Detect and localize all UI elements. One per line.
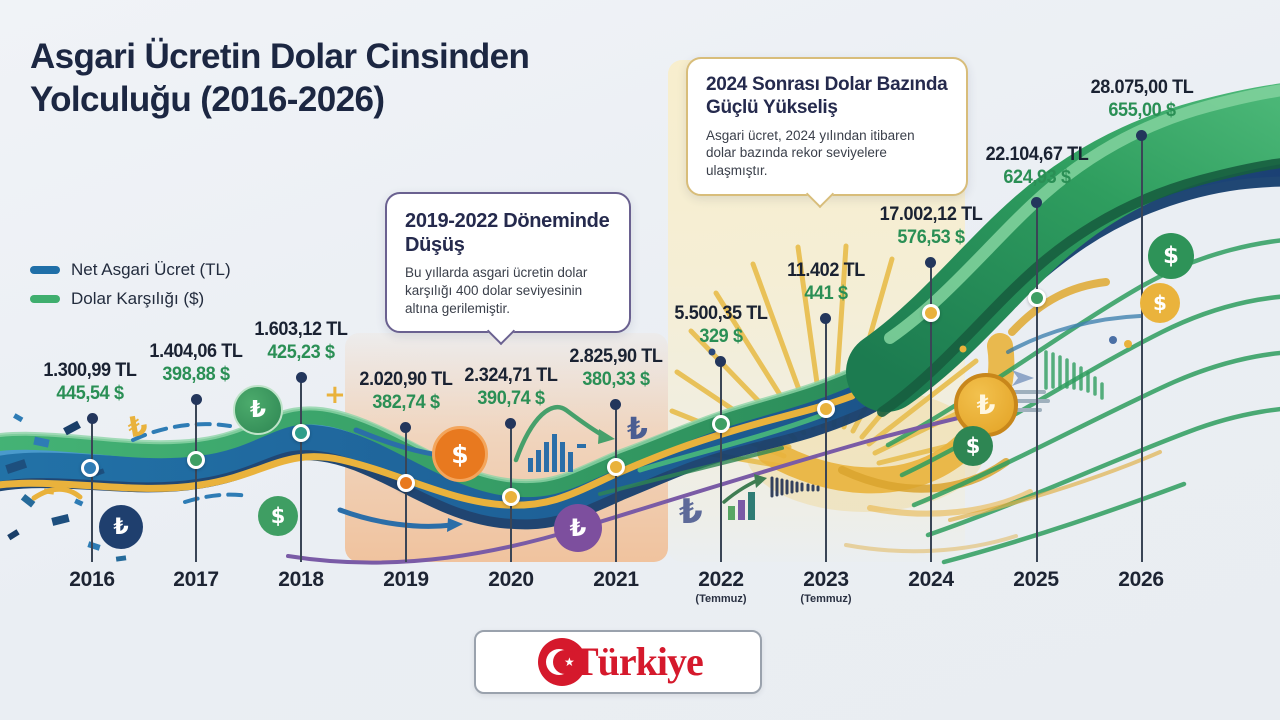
value-label-2020: 2.324,71 TL 390,74 $ bbox=[464, 365, 558, 409]
marker-line-2016 bbox=[91, 418, 93, 562]
value-label-2025: 22.104,67 TL 624,93 $ bbox=[985, 144, 1089, 188]
ribbon-dot bbox=[187, 451, 205, 469]
logo-text: Türkiye bbox=[572, 639, 704, 684]
value-label-2016: 1.300,99 TL 445,54 $ bbox=[43, 360, 137, 404]
callout-rise: 2024 Sonrası Dolar Bazında Güçlü Yükseli… bbox=[686, 57, 968, 197]
value-label-2023: 11.402 TL 441 $ bbox=[787, 260, 865, 304]
axis-year-2019: 2019 bbox=[383, 568, 429, 591]
marker-dot bbox=[925, 257, 936, 268]
axis-year-2023: 2023 (Temmuz) bbox=[800, 568, 852, 605]
marker-dot bbox=[191, 394, 202, 405]
value-label-2022: 5.500,35 TL 329 $ bbox=[674, 303, 768, 347]
dollar-coin-orange-icon: $ bbox=[432, 426, 488, 482]
page-title: Asgari Ücretin Dolar Cinsinden Yolculuğu… bbox=[30, 37, 530, 119]
lira-glyph-slate-icon: ₺ bbox=[627, 412, 648, 447]
marker-dot bbox=[820, 313, 831, 324]
marker-line-2018 bbox=[300, 377, 302, 562]
axis-year-2020: 2020 bbox=[488, 568, 534, 591]
ribbon-dot bbox=[1028, 289, 1046, 307]
marker-line-2022 bbox=[720, 361, 722, 562]
ribbon-dot bbox=[292, 424, 310, 442]
marker-line-2017 bbox=[195, 399, 197, 562]
mini-bar-chart-2022 bbox=[722, 474, 767, 520]
logo-crescent-star-icon: ★ bbox=[538, 638, 586, 686]
value-label-2026: 28.075,00 TL 655,00 $ bbox=[1090, 77, 1194, 121]
value-label-2017: 1.404,06 TL 398,88 $ bbox=[149, 341, 243, 385]
axis-year-2017: 2017 bbox=[173, 568, 219, 591]
axis-year-2026: 2026 bbox=[1118, 568, 1164, 591]
green-dash-fan bbox=[1044, 350, 1104, 400]
dashed-arcs bbox=[131, 422, 250, 504]
purple-curve bbox=[286, 403, 1018, 565]
axis-year-2022: 2022 (Temmuz) bbox=[695, 568, 747, 605]
navy-dash-fan bbox=[770, 476, 820, 498]
ribbon-dot bbox=[397, 474, 415, 492]
axis-year-2021: 2021 bbox=[593, 568, 639, 591]
chevron-arrow-icon bbox=[1012, 370, 1034, 386]
marker-line-2021 bbox=[615, 404, 617, 562]
marker-line-2023 bbox=[825, 318, 827, 562]
ribbon-dot bbox=[712, 415, 730, 433]
value-label-2018: 1.603,12 TL 425,23 $ bbox=[254, 319, 348, 363]
legend-swatch-blue bbox=[30, 266, 60, 274]
axis-year-2018: 2018 bbox=[278, 568, 324, 591]
lira-coin-purple-icon: ₺ bbox=[554, 504, 602, 552]
legend-swatch-green bbox=[30, 295, 60, 303]
value-label-2019: 2.020,90 TL 382,74 $ bbox=[359, 369, 453, 413]
lira-coin-navy-icon: ₺ bbox=[99, 505, 143, 549]
mini-bar-chart-2020 bbox=[528, 434, 586, 472]
plus-glyph-gold-icon: + bbox=[324, 380, 346, 410]
legend: Net Asgari Ücret (TL) Dolar Karşılığı ($… bbox=[30, 260, 231, 318]
marker-dot bbox=[1136, 130, 1147, 141]
marker-dot bbox=[87, 413, 98, 424]
accent-dots bbox=[708, 336, 1132, 356]
value-label-2021: 2.825,90 TL 380,33 $ bbox=[569, 346, 663, 390]
marker-line-2026 bbox=[1141, 135, 1143, 562]
marker-dot bbox=[610, 399, 621, 410]
legend-item-tl: Net Asgari Ücret (TL) bbox=[30, 260, 231, 280]
value-label-2024: 17.002,12 TL 576,53 $ bbox=[879, 204, 983, 248]
marker-dot bbox=[1031, 197, 1042, 208]
ribbon-dot bbox=[502, 488, 520, 506]
ribbon-dot bbox=[922, 304, 940, 322]
marker-line-2019 bbox=[405, 427, 407, 562]
callout-decline: 2019-2022 Döneminde Düşüş Bu yıllarda as… bbox=[385, 192, 631, 334]
dollar-coin-green-mid-icon: $ bbox=[953, 426, 993, 466]
marker-dot bbox=[296, 372, 307, 383]
dollar-coin-gold-top-icon: $ bbox=[1140, 283, 1180, 323]
dollar-coin-green-left-icon: $ bbox=[258, 496, 298, 536]
axis-year-2025: 2025 bbox=[1013, 568, 1059, 591]
marker-dot bbox=[715, 356, 726, 367]
confetti-fragments bbox=[5, 413, 127, 562]
legend-item-usd: Dolar Karşılığı ($) bbox=[30, 289, 231, 309]
axis-year-2016: 2016 bbox=[69, 568, 115, 591]
marker-dot bbox=[505, 418, 516, 429]
ribbon-dot bbox=[607, 458, 625, 476]
marker-line-2024 bbox=[930, 262, 932, 562]
lira-coin-green-icon: ₺ bbox=[233, 385, 283, 435]
axis-year-2024: 2024 bbox=[908, 568, 954, 591]
dollar-coin-green-top-icon: $ bbox=[1148, 233, 1194, 279]
teal-stripelets bbox=[598, 413, 823, 496]
lira-glyph-slate2-icon: ₺ bbox=[679, 492, 703, 532]
publisher-logo: ★ Türkiye bbox=[474, 630, 762, 694]
ribbon-dot bbox=[817, 400, 835, 418]
ribbon-dot bbox=[81, 459, 99, 477]
marker-dot bbox=[400, 422, 411, 433]
marker-line-2025 bbox=[1036, 202, 1038, 562]
